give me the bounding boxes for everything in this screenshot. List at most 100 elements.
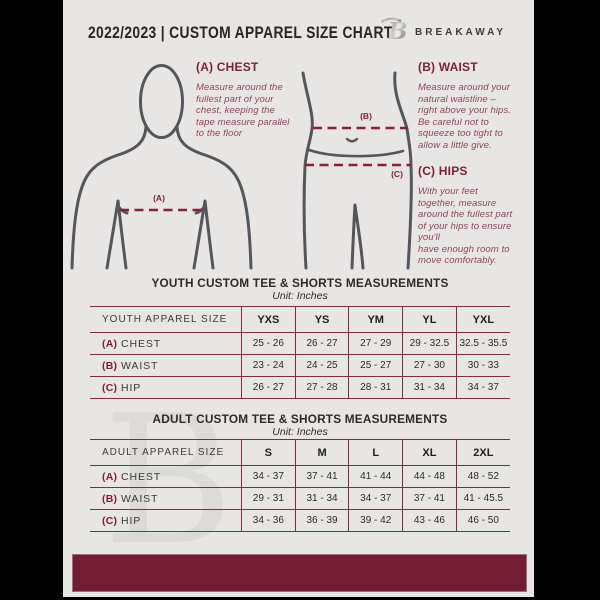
size-range-cell: 32.5 - 35.5 <box>455 332 510 355</box>
adult-unit-label: Unit: Inches <box>272 426 328 438</box>
hips-guide-text: With your feet together, measure around … <box>418 186 513 266</box>
row-label: (C) HIP <box>102 381 142 394</box>
size-table-label: YOUTH APPAREL SIZE <box>102 314 228 325</box>
size-range-cell: 31 - 34 <box>294 487 349 510</box>
row-label-prefix: (C) <box>102 381 118 394</box>
hips-guide-heading: (C) HIPS <box>418 164 468 178</box>
size-range-cell: 23 - 24 <box>241 354 296 377</box>
hips-guide: (C) HIPS With your feet together, measur… <box>418 164 534 267</box>
svg-text:B: B <box>387 18 407 43</box>
inner-legs <box>350 203 365 270</box>
size-range-cell: 25 - 26 <box>241 332 296 355</box>
row-label-prefix: (B) <box>102 492 118 505</box>
size-range-cell: 29 - 32.5 <box>402 332 457 355</box>
left-shoulder-arm <box>70 125 148 270</box>
table-row: (A) CHEST 25 - 26 26 - 27 27 - 29 29 - 32.5 3… <box>90 332 510 355</box>
left-hip-leg <box>301 71 314 270</box>
size-range-cell: 27 - 29 <box>348 332 403 355</box>
size-column-header: YL <box>402 306 457 333</box>
size-range-cell: 48 - 52 <box>455 465 510 488</box>
size-range-cell: 27 - 28 <box>294 376 349 399</box>
youth-section-title: YOUTH CUSTOM TEE & SHORTS MEASUREMENTS <box>151 276 449 290</box>
row-label-prefix: (B) <box>102 359 118 372</box>
row-label: (A) CHEST <box>102 337 162 350</box>
navel <box>345 137 359 143</box>
breakaway-b-monogram-svg: B <box>380 17 407 45</box>
row-label-prefix: (C) <box>102 514 118 527</box>
size-column-header: XL <box>402 439 457 466</box>
chest-guide-text: Measure around the fullest part of your … <box>196 82 290 139</box>
waist-guide: (B) WAIST Measure around your natural wa… <box>418 60 534 151</box>
size-range-cell: 36 - 39 <box>294 509 349 532</box>
right-hip-leg <box>393 71 413 270</box>
chest-line-label: (A) <box>153 193 165 203</box>
size-range-cell: 34 - 37 <box>455 376 510 399</box>
table-header-row: YOUTH APPAREL SIZE YXS YS YM YL YXL <box>90 306 510 333</box>
size-column-header: YXL <box>455 306 510 333</box>
upper-body-figure <box>70 64 253 270</box>
size-table-label: ADULT APPAREL SIZE <box>102 447 225 458</box>
row-label-prefix: (A) <box>102 337 118 350</box>
size-range-cell: 31 - 34 <box>402 376 457 399</box>
adult-section-title: ADULT CUSTOM TEE & SHORTS MEASUREMENTS <box>152 412 448 426</box>
brand-name: BREAKAWAY <box>415 27 507 38</box>
size-range-cell: 27 - 30 <box>402 354 457 377</box>
table-row: (A) CHEST 34 - 37 37 - 41 41 - 44 44 - 48 48 … <box>90 465 510 488</box>
watermark-b-logo: B <box>103 377 234 584</box>
size-range-cell: 41 - 44 <box>348 465 403 488</box>
youth-table-underline <box>90 398 510 399</box>
waist-line-label: (B) <box>360 111 372 121</box>
size-range-cell: 26 - 27 <box>294 332 349 355</box>
size-column-header: S <box>241 439 296 466</box>
right-shoulder-arm <box>175 125 253 270</box>
row-label: (B) WAIST <box>102 359 159 372</box>
size-range-cell: 26 - 27 <box>241 376 296 399</box>
row-label-prefix: (A) <box>102 470 118 483</box>
size-range-cell: 37 - 41 <box>294 465 349 488</box>
size-range-cell: 34 - 37 <box>241 465 296 488</box>
head-outline <box>139 64 184 139</box>
size-range-cell: 44 - 48 <box>402 465 457 488</box>
chest-guide-heading: (A) CHEST <box>196 60 259 74</box>
table-row: (B) WAIST 23 - 24 24 - 25 25 - 27 27 - 30 30 … <box>90 354 510 377</box>
size-range-cell: 46 - 50 <box>455 509 510 532</box>
adult-table-underline <box>90 531 510 532</box>
size-chart-flyer: B 2022/2023 | CUSTOM APPAREL SIZE CHART … <box>63 0 534 597</box>
size-range-cell: 28 - 31 <box>348 376 403 399</box>
size-column-header: L <box>348 439 403 466</box>
adult-size-table: ADULT APPAREL SIZE S M L XL 2XL (A) CHEST 34 - … <box>90 439 510 532</box>
size-range-cell: 34 - 36 <box>241 509 296 532</box>
size-column-header: YS <box>294 306 349 333</box>
measurement-diagram <box>70 64 413 270</box>
measure-lines <box>120 126 411 212</box>
hip-crease <box>307 148 405 158</box>
footer-bar <box>72 554 527 592</box>
row-label: (A) CHEST <box>102 470 162 483</box>
row-label: (C) HIP <box>102 514 142 527</box>
page-title: 2022/2023 | CUSTOM APPAREL SIZE CHART <box>88 24 393 42</box>
size-column-header: YXS <box>241 306 296 333</box>
youth-unit-label: Unit: Inches <box>272 290 328 302</box>
size-range-cell: 39 - 42 <box>348 509 403 532</box>
waist-guide-heading: (B) WAIST <box>418 60 478 74</box>
lower-body-figure <box>301 71 413 270</box>
table-row: (B) WAIST 29 - 31 31 - 34 34 - 37 37 - 41 41 … <box>90 487 510 510</box>
breakaway-logo-icon: B <box>380 15 409 45</box>
size-range-cell: 34 - 37 <box>348 487 403 510</box>
size-column-header: 2XL <box>455 439 510 466</box>
table-row: (C) HIP 34 - 36 36 - 39 39 - 42 43 - 46 46 - … <box>90 509 510 532</box>
waist-guide-text: Measure around your natural waistline – … <box>418 82 512 151</box>
size-range-cell: 37 - 41 <box>402 487 457 510</box>
size-range-cell: 25 - 27 <box>348 354 403 377</box>
hips-line-label: (C) <box>391 169 403 179</box>
row-label: (B) WAIST <box>102 492 159 505</box>
size-column-header: YM <box>348 306 403 333</box>
size-range-cell: 43 - 46 <box>402 509 457 532</box>
size-column-header: M <box>294 439 349 466</box>
size-range-cell: 41 - 45.5 <box>455 487 510 510</box>
size-range-cell: 30 - 33 <box>455 354 510 377</box>
table-row: (C) HIP 26 - 27 27 - 28 28 - 31 31 - 34 34 - … <box>90 376 510 399</box>
size-range-cell: 29 - 31 <box>241 487 296 510</box>
table-header-row: ADULT APPAREL SIZE S M L XL 2XL <box>90 439 510 466</box>
chest-guide: (A) CHEST Measure around the fullest par… <box>196 60 318 140</box>
